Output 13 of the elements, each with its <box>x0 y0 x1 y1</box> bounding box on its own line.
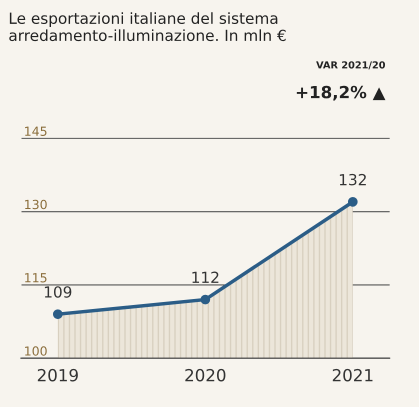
text: VAR 2021/20 <box>316 61 386 70</box>
x-tick-label: 2020 <box>185 368 226 382</box>
y-tick-label: 100 <box>25 346 47 356</box>
x-tick-label: 2021 <box>332 368 372 382</box>
data-label: 109 <box>44 286 72 298</box>
y-tick-label: 145 <box>25 126 46 136</box>
chart-title: Le esportazioni italiane del sistema arredamento-illuminazione. In mln € <box>9 12 286 42</box>
x-tick-label: 2019 <box>38 368 78 382</box>
data-label: 132 <box>340 174 366 186</box>
text: +18,2% ▲ <box>296 86 386 100</box>
y-tick-label: 115 <box>25 273 46 282</box>
y-tick-label: 130 <box>25 200 47 210</box>
data-label: 112 <box>192 272 218 283</box>
